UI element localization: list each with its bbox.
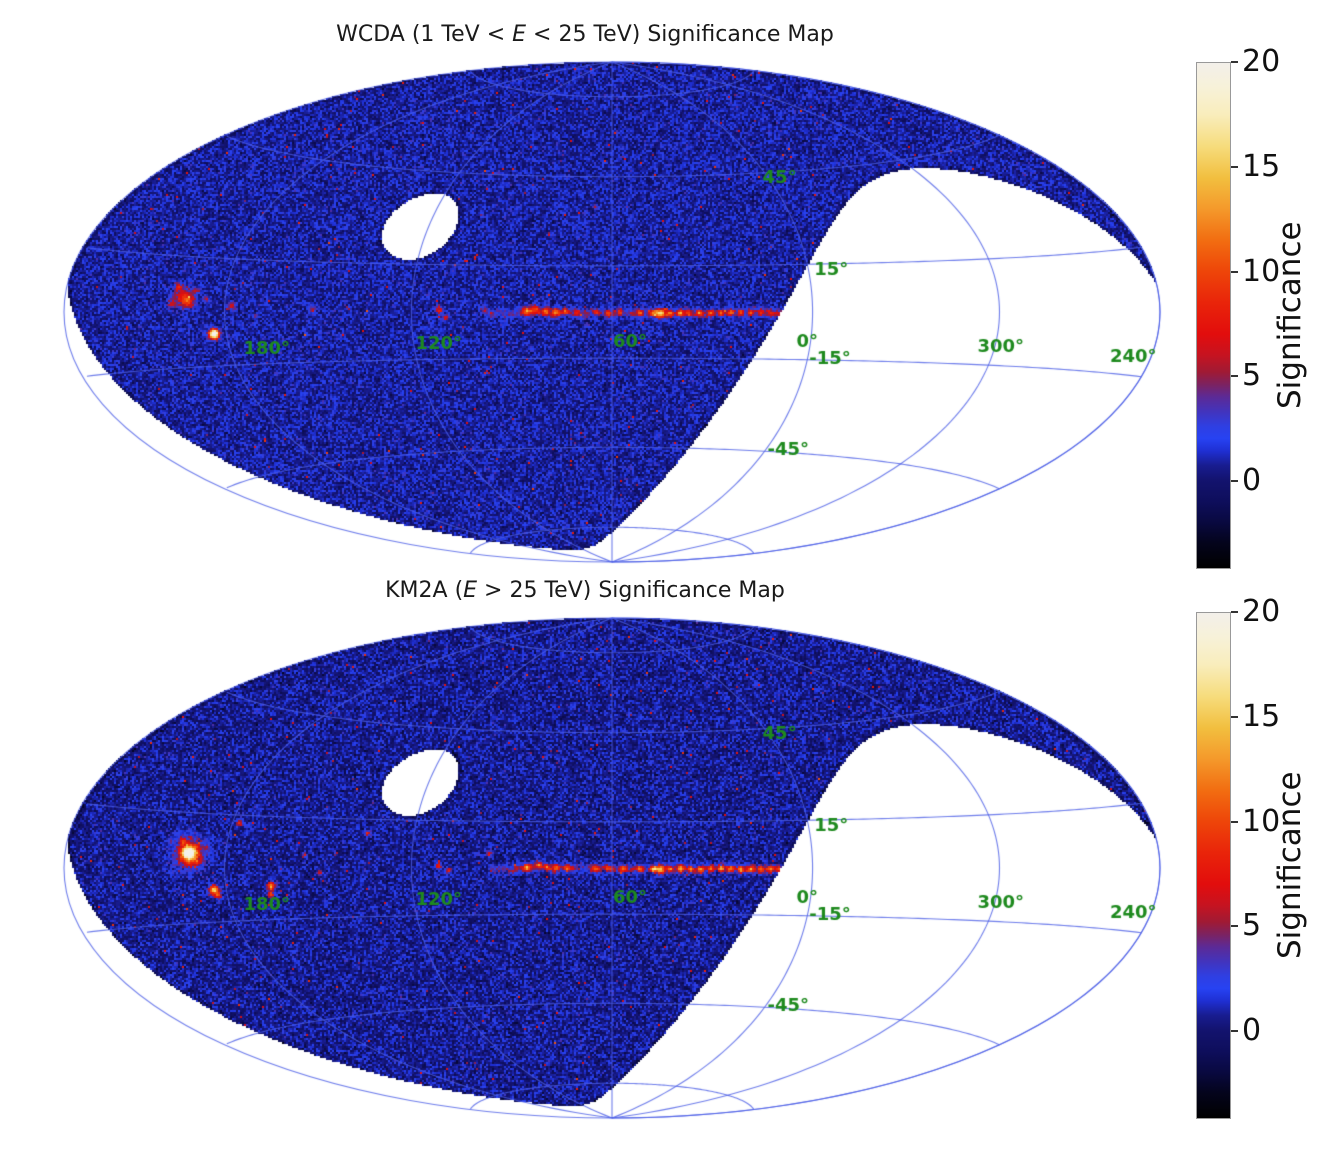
- colorbar-tick-mark: [1231, 1030, 1238, 1032]
- colorbar-tick-mark: [1231, 925, 1238, 928]
- colorbar-tick-mark: [1231, 715, 1238, 718]
- colorbar-tick-label: 10: [1242, 803, 1281, 839]
- colorbar-tick-label: 0: [1242, 463, 1262, 498]
- wcda-title-suffix: < 25 TeV) Significance Map: [526, 22, 834, 47]
- wcda-panel-title: WCDA (1 TeV < E < 25 TeV) Significance M…: [0, 22, 1170, 47]
- wcda-colorbar-gradient: [1196, 62, 1231, 569]
- colorbar-tick-label: 10: [1242, 253, 1281, 289]
- colorbar-tick-mark: [1231, 61, 1238, 63]
- colorbar-tick-label: 0: [1242, 1013, 1262, 1048]
- colorbar-tick-mark: [1231, 270, 1238, 273]
- colorbar-tick-label: 15: [1242, 148, 1281, 184]
- km2a-colorbar: 0 5 10 15 20 Significance: [1196, 594, 1326, 1119]
- wcda-sky-map: [0, 50, 1170, 586]
- wcda-colorbar: 0 5 10 15 20 Significance: [1196, 44, 1326, 569]
- wcda-colorbar-axis-label: Significance: [1272, 221, 1308, 410]
- colorbar-tick-mark: [1231, 480, 1238, 482]
- colorbar-tick-label: 5: [1242, 908, 1262, 944]
- wcda-title-energy-symbol: E: [512, 22, 527, 47]
- km2a-title-energy-symbol: E: [463, 578, 478, 603]
- colorbar-tick-label: 15: [1242, 698, 1281, 734]
- colorbar-tick-label: 5: [1242, 358, 1262, 394]
- km2a-sky-map: [0, 606, 1170, 1142]
- km2a-colorbar-axis-label: Significance: [1272, 771, 1308, 960]
- km2a-title-suffix: > 25 TeV) Significance Map: [477, 578, 785, 603]
- colorbar-tick-label: 20: [1242, 594, 1281, 629]
- km2a-title-prefix: KM2A (: [385, 578, 464, 603]
- km2a-colorbar-gradient: [1196, 612, 1231, 1119]
- colorbar-tick-mark: [1231, 611, 1238, 613]
- colorbar-tick-label: 20: [1242, 44, 1281, 79]
- colorbar-tick-mark: [1231, 165, 1238, 168]
- colorbar-tick-mark: [1231, 375, 1238, 378]
- km2a-panel-title: KM2A (E > 25 TeV) Significance Map: [0, 578, 1170, 603]
- wcda-title-prefix: WCDA (1 TeV <: [336, 22, 513, 47]
- colorbar-tick-mark: [1231, 820, 1238, 823]
